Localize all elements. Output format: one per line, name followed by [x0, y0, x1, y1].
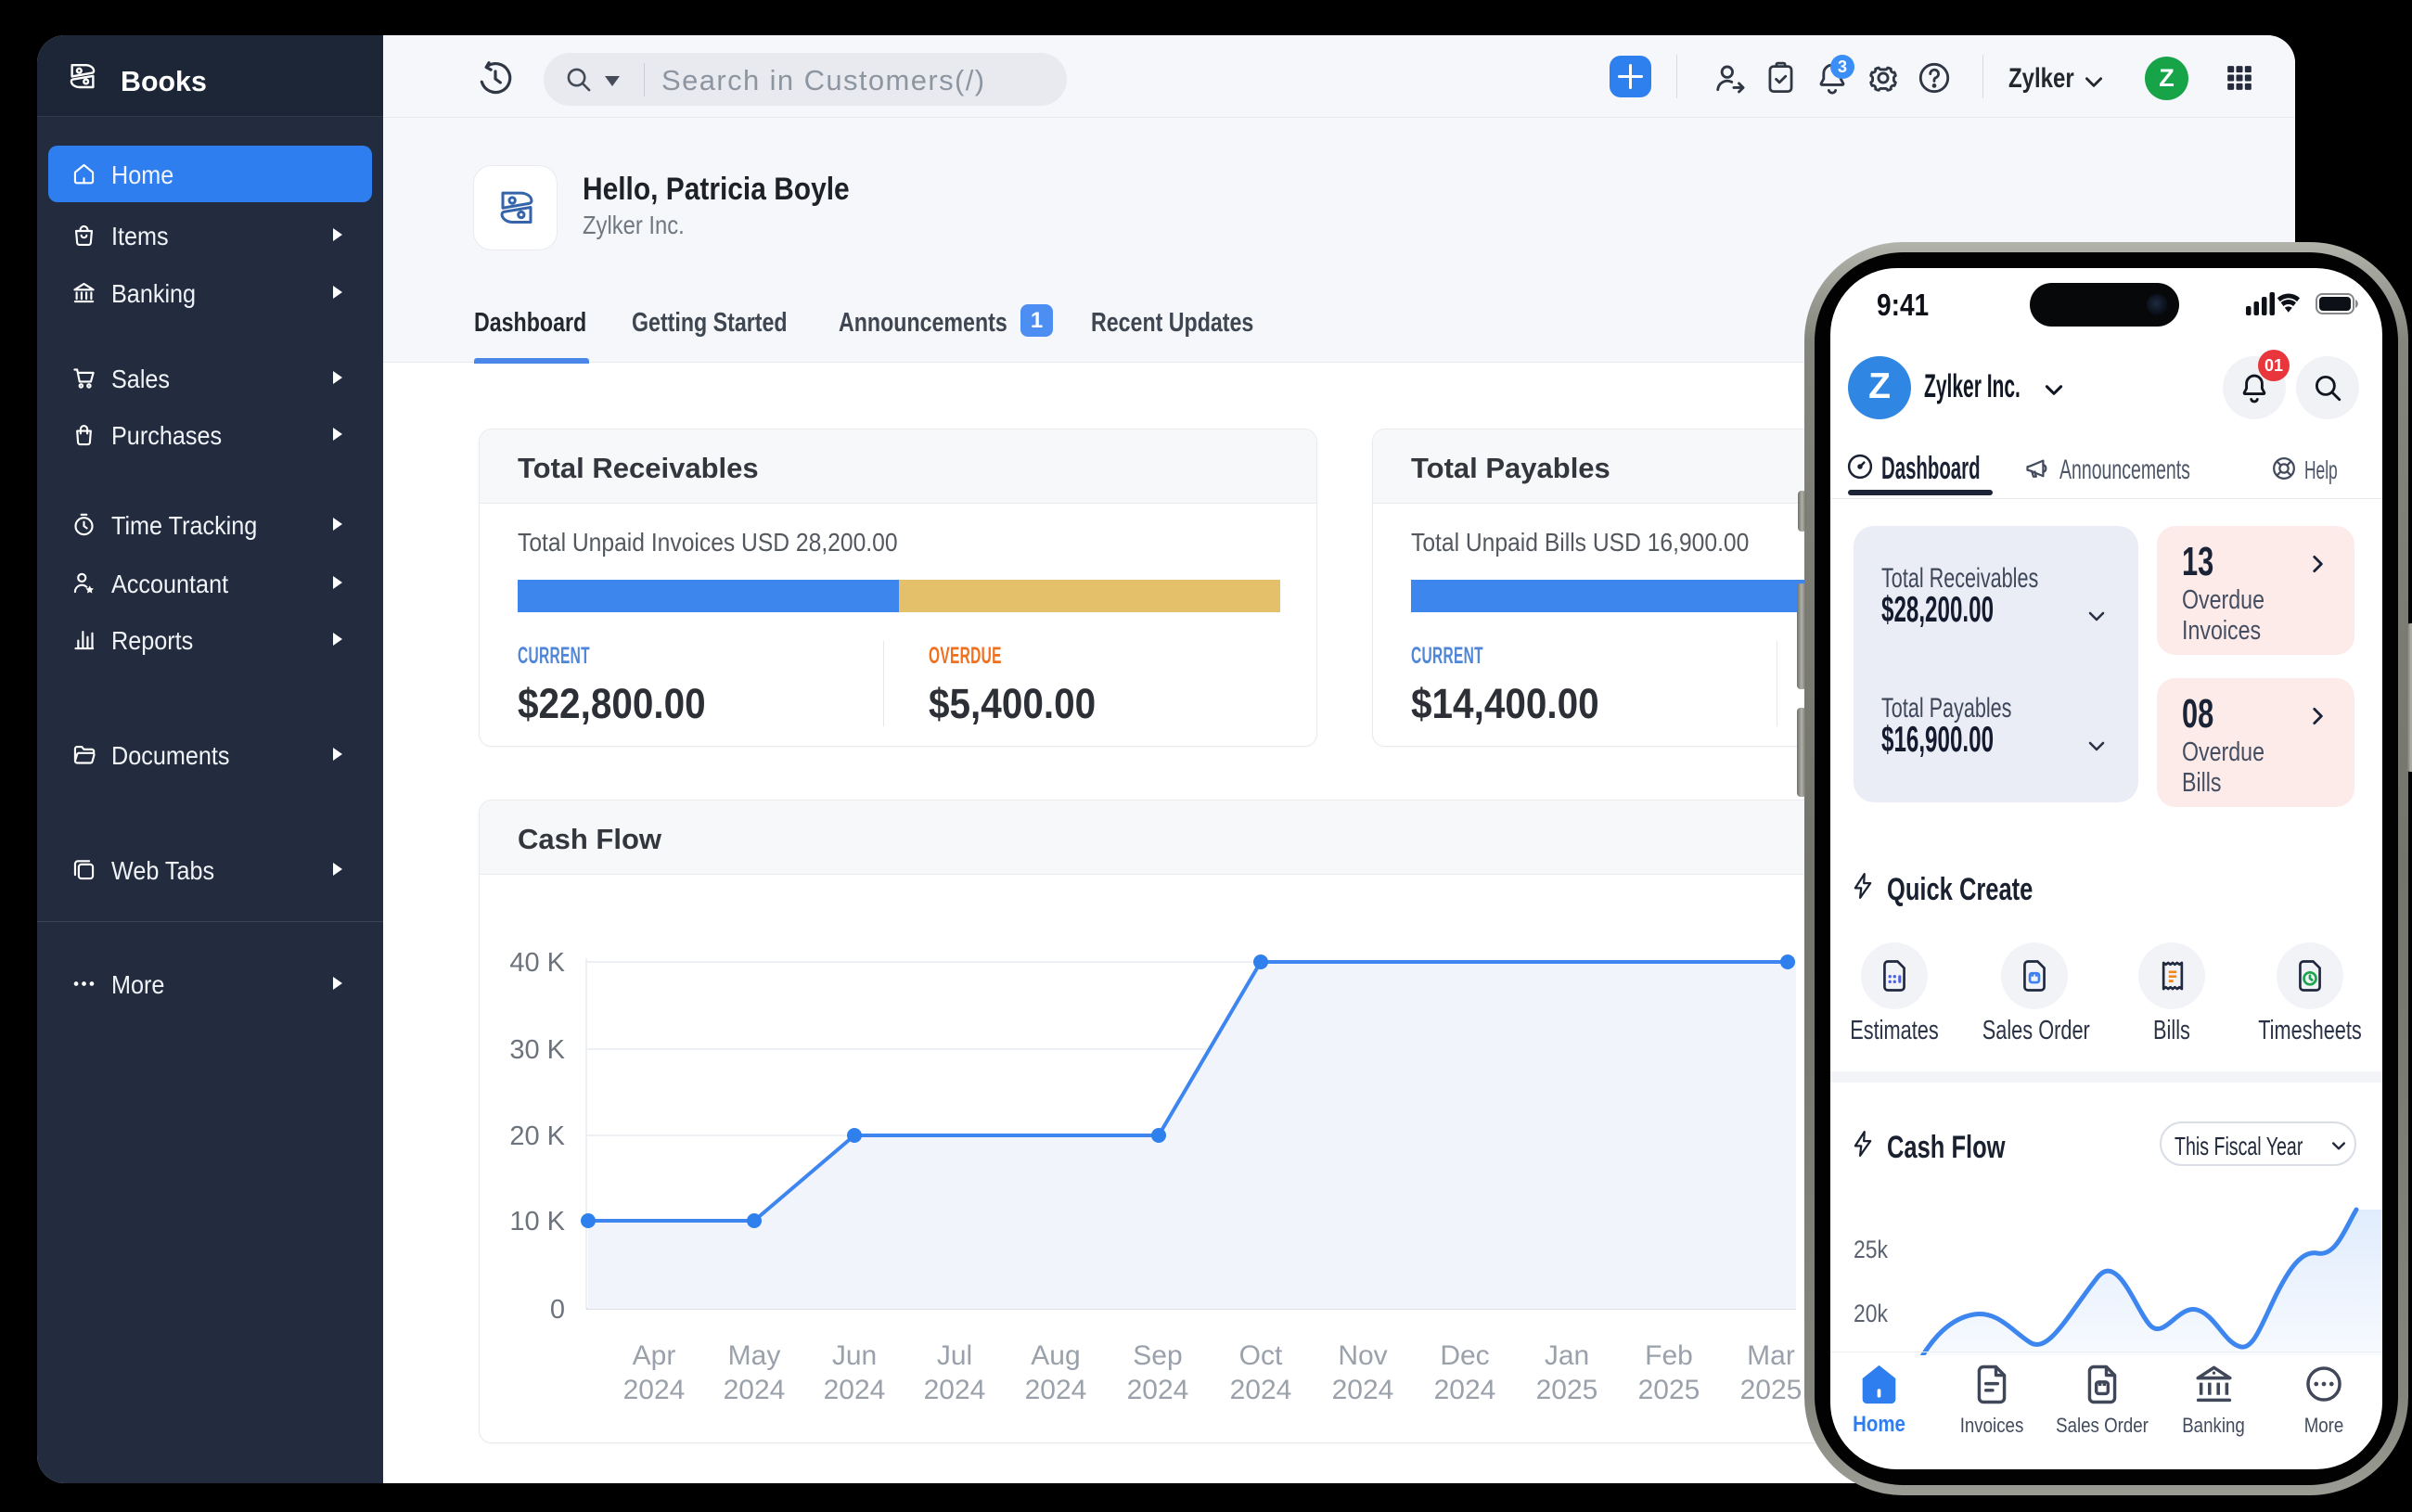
- svg-text:Sep: Sep: [1133, 1340, 1182, 1371]
- svg-text:40 K: 40 K: [509, 948, 565, 978]
- svg-text:Jul: Jul: [937, 1340, 972, 1371]
- svg-text:2024: 2024: [824, 1375, 886, 1405]
- svg-text:Nov: Nov: [1338, 1340, 1387, 1371]
- svg-text:2025: 2025: [1536, 1375, 1598, 1405]
- svg-text:30 K: 30 K: [509, 1035, 565, 1065]
- svg-text:2024: 2024: [623, 1375, 686, 1405]
- svg-text:2024: 2024: [1332, 1375, 1394, 1405]
- svg-text:2024: 2024: [1230, 1375, 1292, 1405]
- svg-text:Oct: Oct: [1239, 1340, 1283, 1371]
- svg-text:2024: 2024: [1127, 1375, 1189, 1405]
- svg-text:2024: 2024: [924, 1375, 986, 1405]
- svg-text:Jan: Jan: [1545, 1340, 1589, 1371]
- svg-text:Apr: Apr: [633, 1340, 676, 1371]
- svg-text:2025: 2025: [1638, 1375, 1700, 1405]
- svg-text:Aug: Aug: [1031, 1340, 1080, 1371]
- svg-text:Dec: Dec: [1440, 1340, 1489, 1371]
- svg-text:10 K: 10 K: [509, 1207, 565, 1237]
- svg-text:Feb: Feb: [1645, 1340, 1693, 1371]
- svg-text:2024: 2024: [1025, 1375, 1087, 1405]
- svg-text:2024: 2024: [1434, 1375, 1496, 1405]
- svg-text:0: 0: [550, 1295, 565, 1325]
- svg-text:2025: 2025: [1740, 1375, 1803, 1405]
- svg-text:Jun: Jun: [832, 1340, 877, 1371]
- svg-text:20 K: 20 K: [509, 1121, 565, 1151]
- svg-text:Mar: Mar: [1747, 1340, 1795, 1371]
- svg-text:May: May: [728, 1340, 781, 1371]
- svg-text:2024: 2024: [724, 1375, 786, 1405]
